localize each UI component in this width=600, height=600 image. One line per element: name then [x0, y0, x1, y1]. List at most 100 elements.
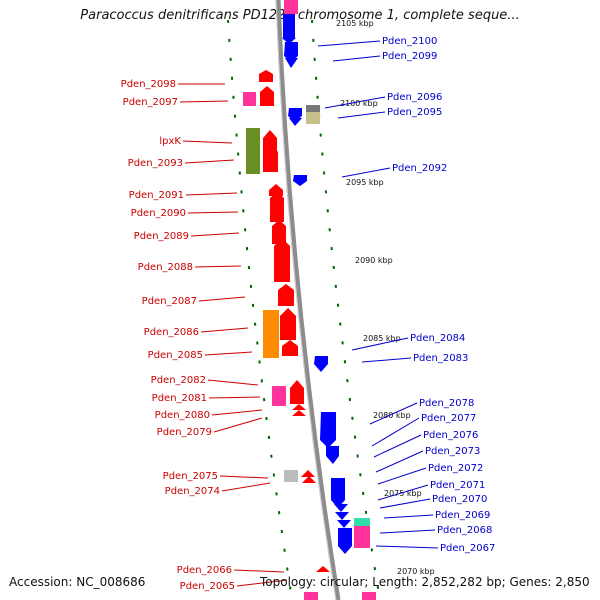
label-leader-line — [207, 379, 259, 386]
label-leader-line — [324, 96, 386, 109]
label-leader-line — [317, 40, 381, 47]
gene-label[interactable]: Pden_2076 — [423, 430, 478, 441]
gene-label[interactable]: Pden_2069 — [435, 510, 490, 521]
label-leader-line — [379, 498, 431, 509]
scale-labels: 2105 kbp 2100 kbp 2095 kbp 2090 kbp 2085 kbp… — [336, 19, 435, 576]
scale-label: 2075 kbp — [384, 489, 422, 498]
gene-label[interactable]: Pden_2071 — [430, 480, 485, 491]
left-guide-track — [227, 19, 293, 600]
gene-label[interactable]: Pden_2078 — [419, 398, 474, 409]
gene-pden-2087 — [278, 284, 294, 306]
gene-label[interactable]: Pden_2065 — [180, 581, 235, 592]
label-leader-line — [198, 296, 246, 302]
gene-label[interactable]: Pden_2067 — [440, 543, 495, 554]
gene-label[interactable]: Pden_2073 — [425, 446, 480, 457]
gene-label[interactable]: Pden_2081 — [152, 393, 207, 404]
topology-text: Topology: circular; Length: 2,852,282 bp… — [260, 575, 590, 589]
gene-pden-2069 — [337, 520, 351, 528]
gene-label[interactable]: Pden_2079 — [157, 427, 212, 438]
gene-pden-2085 — [282, 340, 298, 356]
label-leader-line — [377, 484, 429, 501]
gene-pden-2092 — [293, 175, 307, 186]
label-leader-line — [208, 396, 261, 399]
gene-pden-2080 — [292, 410, 306, 416]
gene-label[interactable]: Pden_2080 — [155, 410, 210, 421]
gene-label[interactable]: Pden_2091 — [129, 190, 184, 201]
gene-label[interactable]: Pden_2096 — [387, 92, 442, 103]
label-leader-line — [213, 417, 263, 433]
scale-label: 2085 kbp — [363, 334, 401, 343]
gene-label[interactable]: Pden_2072 — [428, 463, 483, 474]
gene-pden-2071 — [334, 504, 348, 512]
gene-label[interactable]: Pden_2089 — [134, 231, 189, 242]
gene-pden-2074b — [302, 476, 316, 483]
label-leader-line — [211, 409, 263, 416]
gene-pden-2065-box — [304, 592, 318, 600]
label-leader-line — [377, 467, 427, 485]
gene-label[interactable]: Pden_2077 — [421, 413, 476, 424]
gene-pden-2090 — [270, 192, 284, 222]
gene-pden-2067 — [338, 528, 352, 554]
gene-pden-2081 — [292, 404, 306, 410]
gene-label[interactable]: lpxK — [159, 136, 181, 147]
gene-pden-2097 — [260, 86, 274, 106]
gene-pden-2093 — [264, 144, 278, 172]
label-leader-line — [182, 140, 233, 144]
gene-label[interactable]: Pden_2093 — [128, 158, 183, 169]
gene-pden-2075-box — [284, 470, 298, 482]
accession-text: Accession: NC_008686 — [9, 575, 146, 589]
label-leader-line — [379, 529, 436, 534]
label-leader-line — [375, 450, 424, 473]
label-leader-line — [361, 357, 412, 363]
gene-label[interactable]: Pden_2070 — [432, 494, 487, 505]
gene-label[interactable]: Pden_2075 — [163, 471, 218, 482]
label-leader-line — [369, 402, 418, 425]
gene-pden-2100-arrow — [282, 38, 296, 44]
right-gene-labels: Pden_2100 Pden_2099 Pden_2096 Pden_2095 Pden… — [317, 36, 495, 554]
gene-label[interactable]: Pden_2090 — [131, 208, 186, 219]
gene-label[interactable]: Pden_2074 — [165, 486, 220, 497]
gene-label[interactable]: Pden_2086 — [144, 327, 199, 338]
label-leader-line — [351, 337, 409, 351]
gene-pden-2070 — [335, 512, 349, 520]
chromosome-backbone — [275, 0, 341, 600]
scale-label: 2080 kbp — [373, 411, 411, 420]
label-leader-line — [200, 327, 249, 333]
gene-bottom-box — [362, 592, 376, 600]
gene-label[interactable]: Pden_2087 — [142, 296, 197, 307]
gene-label[interactable]: Pden_2088 — [138, 262, 193, 273]
gene-pden-2068-cap — [354, 518, 370, 526]
map-title: Paracoccus denitrificans PD1222 chromoso… — [80, 8, 520, 23]
gene-pden-2099-tip — [285, 58, 298, 68]
gene-label[interactable]: Pden_2098 — [121, 79, 176, 90]
gene-label[interactable]: Pden_2066 — [177, 565, 232, 576]
gene-pden-2068-box — [354, 526, 370, 548]
gene-pden-2095-cap — [306, 105, 320, 112]
scale-label: 2070 kbp — [397, 567, 435, 576]
gene-label[interactable]: Pden_2082 — [151, 375, 206, 386]
gene-label[interactable]: Pden_2099 — [382, 51, 437, 62]
gene-label[interactable]: Pden_2084 — [410, 333, 465, 344]
gene-pden-2096-tip — [289, 118, 302, 126]
gene-pden-2097-box — [243, 92, 256, 106]
label-leader-line — [371, 417, 420, 447]
label-leader-line — [204, 351, 253, 356]
gene-label[interactable]: Pden_2100 — [382, 36, 437, 47]
label-leader-line — [190, 232, 240, 237]
gene-label[interactable]: Pden_2068 — [437, 525, 492, 536]
gene-pden-2086 — [280, 308, 296, 340]
gene-label[interactable]: Pden_2085 — [148, 350, 203, 361]
gene-label[interactable]: Pden_2097 — [123, 97, 178, 108]
scale-label: 2095 kbp — [346, 178, 384, 187]
label-leader-line — [341, 167, 391, 178]
gene-lpxk-box — [246, 128, 260, 174]
scale-label: 2100 kbp — [340, 99, 378, 108]
gene-label[interactable]: Pden_2092 — [392, 163, 447, 174]
gene-label[interactable]: Pden_2095 — [387, 107, 442, 118]
label-leader-line — [184, 159, 235, 164]
label-leader-line — [221, 482, 271, 492]
label-leader-line — [194, 265, 242, 268]
gene-pden-2089 — [272, 220, 286, 244]
reverse-genes — [282, 14, 352, 554]
gene-label[interactable]: Pden_2083 — [413, 353, 468, 364]
